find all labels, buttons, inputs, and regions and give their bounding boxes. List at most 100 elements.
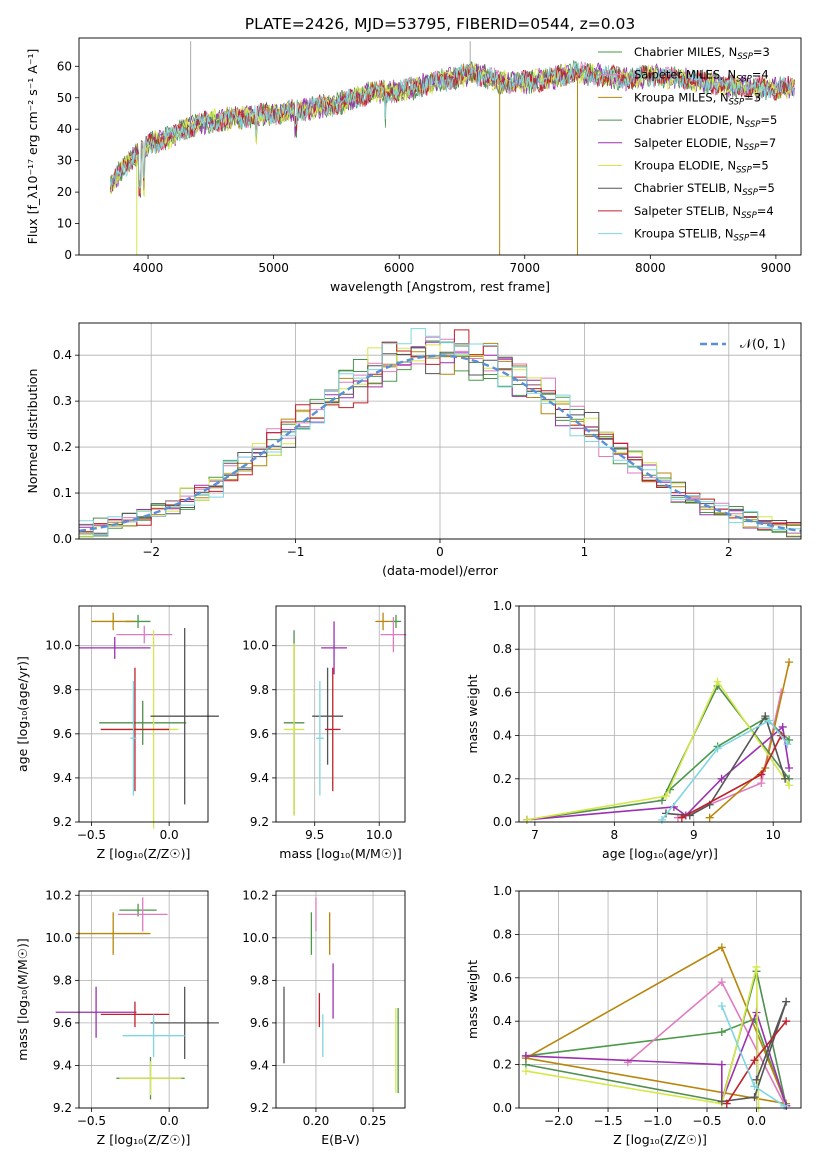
data-point-marker <box>722 1099 731 1108</box>
legend-subscript: SSP <box>729 97 745 107</box>
mass-vs-ebv-panel: 0.20 0.25 9.2 9.4 9.6 9.8 10.0 10.2 E(B-V) <box>242 888 406 1147</box>
data-point-marker <box>761 712 770 721</box>
y-tick-label: 0 <box>64 248 72 262</box>
x-axis-label: mass [log₁₀(M/M☉)] <box>279 846 401 861</box>
legend-value: =5 <box>758 181 775 195</box>
series-line <box>661 719 789 821</box>
x-tick-label: 0 <box>436 545 444 559</box>
y-tick-label: 9.8 <box>53 683 72 697</box>
legend-label: Chabrier MILES, NSSP=3 <box>634 45 770 62</box>
data-point-marker <box>780 1101 789 1110</box>
spectrum-line <box>110 62 795 198</box>
y-tick-label: 10.2 <box>242 888 269 902</box>
y-tick-label: 0.4 <box>53 348 72 362</box>
y-tick-label: 9.6 <box>53 1016 72 1030</box>
y-tick-label: 0.4 <box>493 1014 512 1028</box>
data-point-marker <box>785 781 794 790</box>
data-point-marker <box>717 978 726 987</box>
y-axis-label: Flux [f_λ10⁻¹⁷ erg cm⁻² s⁻¹ A⁻¹] <box>25 49 40 245</box>
y-tick-label: 0.6 <box>493 685 512 699</box>
y-tick-label: 0.0 <box>493 815 512 829</box>
x-axis-label: (data-model)/error <box>382 563 499 578</box>
x-tick-label: −2 <box>142 545 160 559</box>
data-point-marker <box>783 740 792 749</box>
plot-frame <box>78 605 209 823</box>
legend-label: Salpeter ELODIE, NSSP=7 <box>634 136 776 153</box>
x-tick-label: 0.20 <box>303 1114 330 1128</box>
data-point-marker <box>717 943 726 952</box>
legend-subscript: SSP <box>736 75 752 85</box>
x-tick-label: 2 <box>725 545 733 559</box>
data-point-marker <box>717 1097 726 1106</box>
x-tick-label: 8000 <box>635 261 666 275</box>
x-tick-label: 9000 <box>761 261 792 275</box>
y-tick-label: 0.1 <box>53 486 72 500</box>
plot-frame <box>275 890 406 1109</box>
series-line <box>525 1017 787 1107</box>
y-tick-label: 10.0 <box>45 931 72 945</box>
data-point-marker <box>717 1002 726 1011</box>
legend-subscript: SSP <box>744 143 760 153</box>
x-axis-label: E(B-V) <box>321 1132 360 1147</box>
x-tick-label: 5000 <box>258 261 289 275</box>
y-tick-label: 10.0 <box>242 931 269 945</box>
y-tick-label: 9.8 <box>250 683 269 697</box>
data-point-marker <box>717 1060 726 1069</box>
y-axis-label: age [log₁₀(age/yr)] <box>15 656 30 772</box>
legend-label: Salpeter MILES, NSSP=4 <box>634 68 769 85</box>
legend-label: Salpeter STELIB, NSSP=4 <box>634 204 774 221</box>
x-tick-label: 0.25 <box>360 1114 387 1128</box>
x-tick-label: 0.0 <box>160 828 179 842</box>
plot-frame <box>518 605 802 823</box>
legend-value: =5 <box>752 159 769 173</box>
y-axis-label: Normed distribution <box>25 369 40 494</box>
data-point-marker <box>521 1051 530 1060</box>
y-tick-label: 20 <box>57 185 72 199</box>
y-tick-label: 0.0 <box>53 532 72 546</box>
data-point-marker <box>713 677 722 686</box>
legend-label: Kroupa ELODIE, NSSP=5 <box>634 159 769 176</box>
age-vs-mass-panel: 9.5 10.0 9.2 9.4 9.6 9.8 10.0 mass [log₁₀(M/M☉)… <box>242 605 407 861</box>
plot-frame <box>275 605 406 823</box>
series-line <box>669 717 790 791</box>
legend-label: 𝒩(0, 1) <box>740 336 786 351</box>
y-tick-label: 30 <box>57 154 72 168</box>
data-point-marker <box>757 770 766 779</box>
histogram-step <box>79 328 801 536</box>
spectrum-line <box>110 62 795 197</box>
x-tick-label: −0.5 <box>77 828 106 842</box>
mass-vs-metallicity-panel: −0.5 0.0 9.2 9.4 9.6 9.8 10.0 10.2 Z [log₁₀(Z/Z☉… <box>15 888 219 1147</box>
x-tick-label: 0.0 <box>747 1114 766 1128</box>
data-point-marker <box>522 815 531 824</box>
legend-value: =4 <box>752 68 769 82</box>
y-tick-label: 10 <box>57 217 72 231</box>
y-tick-label: 10.2 <box>45 888 72 902</box>
data-point-marker <box>781 774 790 783</box>
data-point-marker <box>657 796 666 805</box>
y-tick-label: 50 <box>57 91 72 105</box>
y-tick-label: 0.3 <box>53 394 72 408</box>
y-tick-label: 9.6 <box>250 727 269 741</box>
series-line <box>526 679 790 821</box>
y-tick-label: 9.6 <box>250 1016 269 1030</box>
x-tick-label: 1 <box>581 545 589 559</box>
x-tick-label: 0.0 <box>160 1114 179 1128</box>
legend-value: =3 <box>744 90 761 104</box>
data-point-marker <box>782 1017 791 1026</box>
y-tick-label: 9.4 <box>53 771 72 785</box>
age-vs-metallicity-panel: −0.5 0.0 9.2 9.4 9.6 9.8 10.0 Z [log₁₀(Z/Z☉)] ag… <box>15 605 219 861</box>
legend-subscript: SSP <box>741 211 757 221</box>
series-line <box>525 1010 787 1107</box>
x-tick-label: 10.0 <box>366 828 393 842</box>
data-point-marker <box>752 962 761 971</box>
x-axis-label: age [log₁₀(age/yr)] <box>602 846 718 861</box>
x-tick-label: −1.0 <box>643 1114 672 1128</box>
data-point-marker <box>657 815 666 824</box>
legend-subscript: SSP <box>742 188 758 198</box>
data-point-marker <box>782 997 791 1006</box>
y-tick-label: 0.6 <box>493 971 512 985</box>
spectra <box>110 41 795 255</box>
legend-label: Chabrier STELIB, NSSP=5 <box>634 181 775 198</box>
y-tick-label: 9.4 <box>250 771 269 785</box>
